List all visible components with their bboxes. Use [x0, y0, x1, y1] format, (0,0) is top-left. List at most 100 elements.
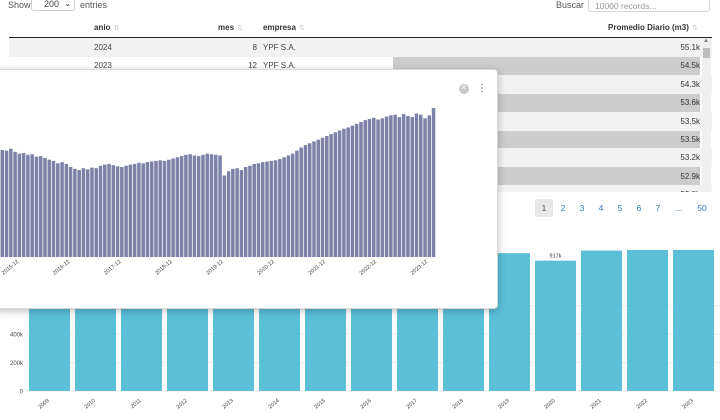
- monthly-bar[interactable]: [256, 163, 261, 257]
- monthly-bar[interactable]: [132, 163, 137, 257]
- monthly-bar[interactable]: [149, 161, 154, 257]
- monthly-bar[interactable]: [4, 150, 9, 257]
- monthly-bar[interactable]: [188, 154, 192, 257]
- monthly-bar[interactable]: [286, 155, 291, 257]
- monthly-bar[interactable]: [243, 166, 248, 257]
- page-button-5[interactable]: 5: [617, 203, 623, 213]
- monthly-bar[interactable]: [196, 156, 201, 257]
- monthly-bar[interactable]: [414, 113, 419, 257]
- monthly-bar[interactable]: [120, 166, 124, 257]
- monthly-bar[interactable]: [141, 163, 145, 257]
- monthly-bar[interactable]: [231, 168, 235, 257]
- monthly-bar[interactable]: [278, 159, 282, 257]
- monthly-bar[interactable]: [337, 130, 342, 257]
- monthly-bar[interactable]: [431, 108, 436, 257]
- monthly-bar[interactable]: [384, 116, 389, 257]
- monthly-bar[interactable]: [124, 165, 128, 257]
- vertical-scrollbar[interactable]: ▲: [702, 38, 711, 192]
- monthly-bar[interactable]: [367, 118, 372, 258]
- monthly-bar[interactable]: [269, 160, 274, 257]
- monthly-bar[interactable]: [303, 145, 308, 257]
- monthly-bar[interactable]: [81, 168, 86, 257]
- monthly-bar[interactable]: [162, 160, 167, 257]
- monthly-bar[interactable]: [316, 139, 321, 257]
- monthly-bar[interactable]: [107, 163, 111, 257]
- monthly-bar[interactable]: [299, 147, 303, 257]
- page-button-1[interactable]: 1: [535, 199, 553, 217]
- monthly-bar[interactable]: [85, 169, 90, 257]
- page-button-3[interactable]: 3: [579, 203, 585, 213]
- monthly-bar[interactable]: [265, 161, 269, 257]
- monthly-bar[interactable]: [282, 157, 286, 257]
- monthly-bar[interactable]: [346, 127, 350, 257]
- monthly-bar[interactable]: [90, 167, 94, 257]
- monthly-bar[interactable]: [103, 164, 107, 257]
- monthly-bar[interactable]: [137, 162, 141, 257]
- monthly-bar[interactable]: [47, 159, 52, 257]
- monthly-bar[interactable]: [401, 114, 406, 257]
- monthly-bar[interactable]: [115, 166, 120, 257]
- monthly-bar[interactable]: [226, 171, 231, 257]
- monthly-bar[interactable]: [179, 156, 184, 257]
- monthly-bar[interactable]: [9, 148, 13, 257]
- monthly-bar[interactable]: [13, 151, 17, 257]
- search-input[interactable]: 10000 records...: [588, 0, 710, 12]
- monthly-bar[interactable]: [397, 117, 402, 257]
- monthly-bar[interactable]: [248, 165, 252, 257]
- monthly-bar[interactable]: [214, 154, 218, 257]
- monthly-bar[interactable]: [252, 163, 256, 257]
- monthly-bar[interactable]: [222, 175, 227, 257]
- monthly-bar[interactable]: [94, 168, 98, 257]
- more-vertical-icon[interactable]: ⋮: [477, 83, 487, 95]
- scroll-up-icon[interactable]: ▲: [703, 38, 709, 44]
- monthly-bar[interactable]: [350, 125, 355, 257]
- monthly-bar[interactable]: [77, 170, 81, 257]
- annual-bar[interactable]: [581, 250, 622, 391]
- page-button-50[interactable]: 50: [697, 203, 707, 213]
- monthly-bar[interactable]: [167, 159, 171, 257]
- monthly-bar[interactable]: [419, 114, 423, 258]
- monthly-bar[interactable]: [312, 141, 316, 257]
- monthly-bar[interactable]: [51, 160, 56, 257]
- vertical-scroll-thumb[interactable]: [703, 48, 710, 58]
- monthly-bar[interactable]: [372, 117, 376, 257]
- monthly-bar[interactable]: [38, 156, 43, 257]
- monthly-bar[interactable]: [239, 170, 244, 257]
- annual-bar[interactable]: [535, 260, 576, 391]
- monthly-bar[interactable]: [30, 154, 34, 257]
- monthly-bar[interactable]: [56, 163, 60, 257]
- page-button-7[interactable]: 7: [655, 203, 661, 213]
- monthly-bar[interactable]: [376, 119, 380, 257]
- monthly-bar[interactable]: [342, 128, 346, 257]
- monthly-bar[interactable]: [34, 156, 39, 257]
- monthly-bar[interactable]: [21, 153, 26, 257]
- monthly-bar[interactable]: [389, 115, 393, 257]
- monthly-bar[interactable]: [0, 149, 5, 257]
- annual-bar[interactable]: [673, 250, 714, 391]
- monthly-bar[interactable]: [325, 135, 329, 257]
- page-button-2[interactable]: 2: [560, 203, 566, 213]
- monthly-bar[interactable]: [307, 143, 312, 257]
- entries-select[interactable]: 200 ⌄: [31, 0, 75, 11]
- page-button-4[interactable]: 4: [598, 203, 604, 213]
- monthly-bar[interactable]: [427, 115, 432, 257]
- monthly-bar[interactable]: [209, 154, 214, 257]
- monthly-bar[interactable]: [261, 162, 265, 257]
- monthly-bar[interactable]: [64, 163, 69, 257]
- column-header-promedio[interactable]: Promedio Diario (m3) ⇅: [608, 23, 698, 32]
- monthly-bar[interactable]: [128, 164, 133, 257]
- monthly-bar[interactable]: [363, 120, 367, 257]
- monthly-bar[interactable]: [320, 137, 325, 257]
- monthly-bar[interactable]: [17, 153, 22, 257]
- monthly-bar[interactable]: [406, 115, 410, 257]
- column-header-empresa[interactable]: empresa ⇅: [263, 23, 305, 32]
- monthly-bar[interactable]: [43, 157, 47, 257]
- close-icon[interactable]: ✕: [458, 83, 469, 94]
- monthly-bar[interactable]: [423, 118, 427, 257]
- monthly-bar[interactable]: [26, 154, 30, 257]
- monthly-bar[interactable]: [60, 162, 64, 257]
- monthly-bar[interactable]: [68, 166, 73, 257]
- monthly-bar[interactable]: [393, 114, 397, 258]
- monthly-bar[interactable]: [201, 154, 205, 257]
- monthly-bar[interactable]: [145, 162, 150, 257]
